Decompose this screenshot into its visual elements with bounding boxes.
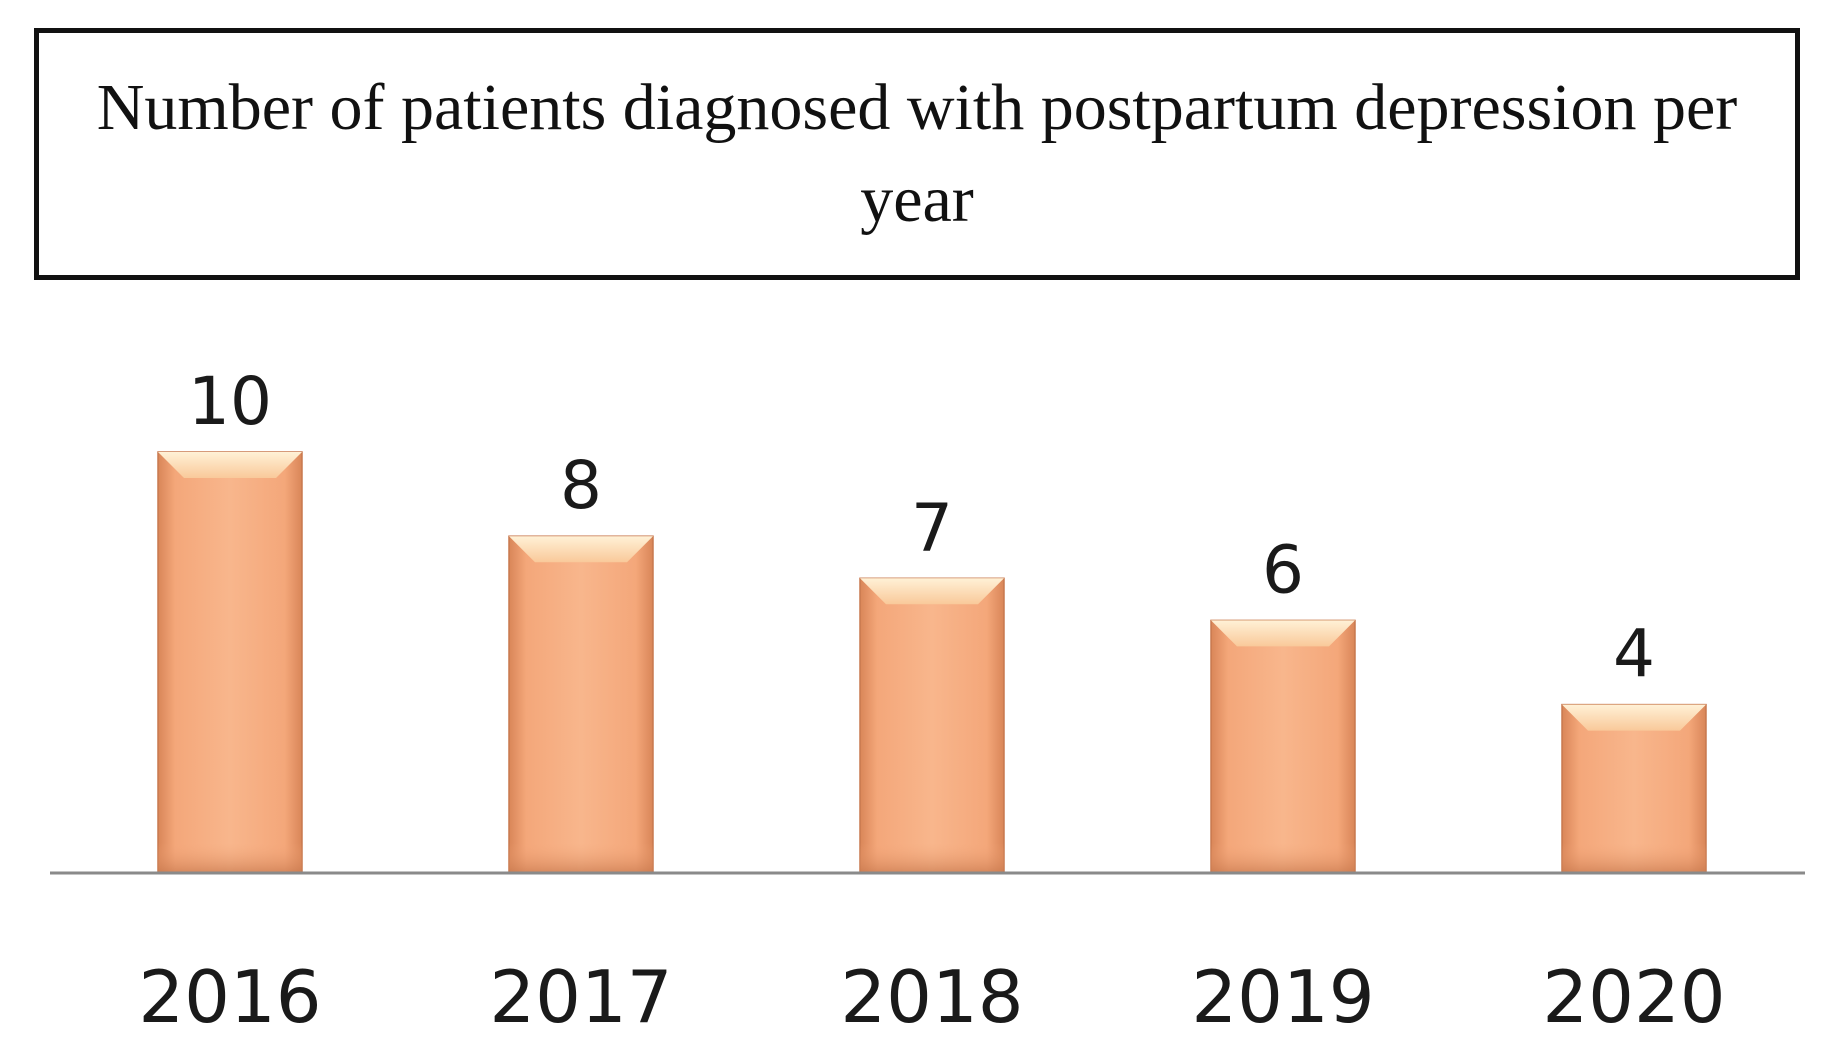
x-tick-label-2017: 2017	[489, 955, 672, 1039]
chart-title: Number of patients diagnosed with postpa…	[96, 71, 1738, 236]
chart-title-box: Number of patients diagnosed with postpa…	[34, 28, 1800, 280]
x-tick-label-2019: 2019	[1191, 955, 1374, 1039]
data-label-2020: 4	[1613, 616, 1655, 693]
bar-2020	[1561, 703, 1707, 874]
x-tick-label-2018: 2018	[840, 955, 1023, 1039]
bar-2017	[508, 535, 654, 874]
data-label-2018: 7	[911, 489, 953, 566]
data-label-2019: 6	[1262, 531, 1304, 608]
bar-2016	[157, 451, 303, 874]
x-tick-label-2016: 2016	[138, 955, 321, 1039]
bar-2019	[1210, 619, 1356, 874]
bar-2018	[859, 577, 1005, 874]
data-label-2016: 10	[188, 363, 272, 440]
x-tick-label-2020: 2020	[1542, 955, 1725, 1039]
data-label-2017: 8	[560, 447, 602, 524]
